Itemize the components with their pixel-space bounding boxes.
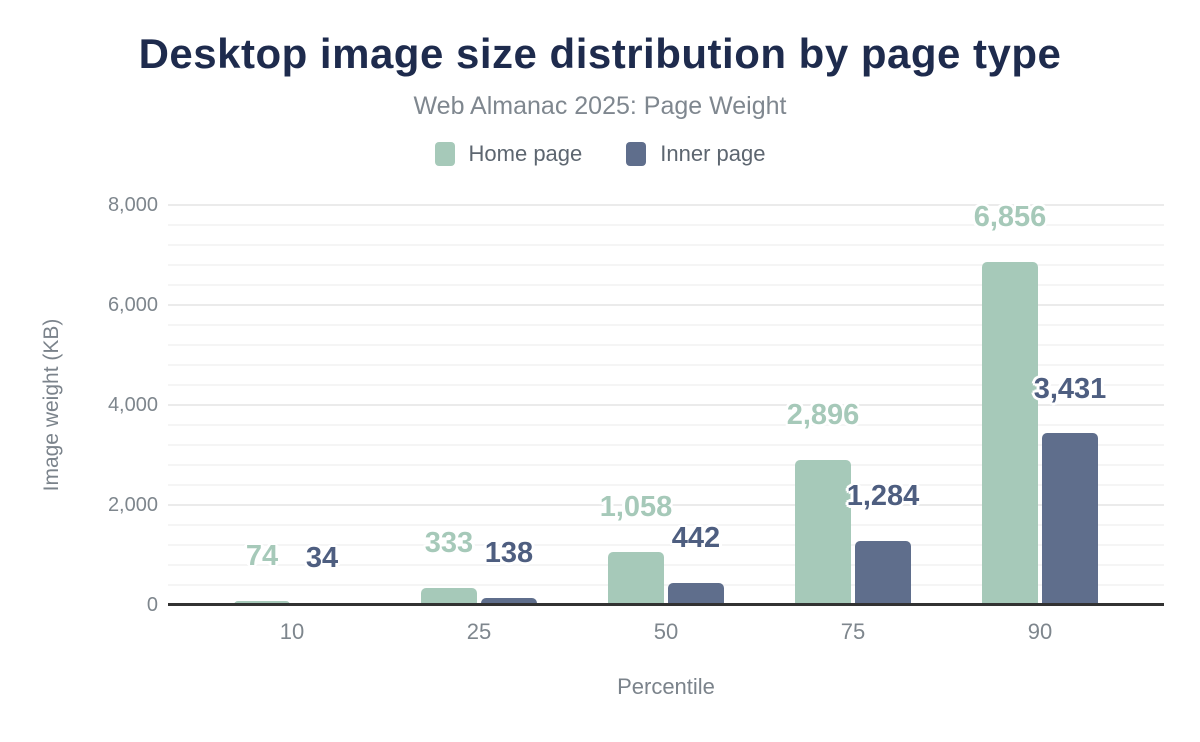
value-label-home-page-p90: 6,856	[973, 201, 1047, 234]
gridline	[168, 284, 1164, 286]
bar-group-p10: 74 34 10	[202, 205, 382, 644]
gridline	[168, 504, 1164, 506]
gridline	[168, 324, 1164, 326]
bar-group-p90: 6,856 3,431 90	[950, 201, 1130, 644]
gridline	[168, 384, 1164, 386]
bar-group-p75: 2,896 1,284 75	[763, 205, 943, 644]
home-page-swatch-icon	[434, 142, 455, 166]
chart-subtitle: Web Almanac 2025: Page Weight	[413, 92, 787, 120]
value-label-home-page-p50: 1,058	[599, 491, 673, 524]
bar-group-p50: 1,058 442 50	[576, 205, 756, 644]
bar-home-page-p90: 6,856	[974, 201, 1046, 605]
bar-inner-page-p75: 1,284	[847, 480, 919, 605]
gridline	[168, 364, 1164, 366]
x-tick-label-50: 50	[653, 619, 679, 644]
chart-title: Desktop image size distribution by page …	[138, 30, 1062, 77]
bar-group-p25: 333 138 25	[389, 205, 569, 644]
bar-inner-page-p10: 34	[294, 543, 350, 605]
x-tick-label-25: 25	[466, 619, 492, 644]
legend-item-home-page: Home page	[434, 141, 583, 167]
y-tick-label-0: 0	[146, 594, 158, 616]
value-label-home-page-p10: 74	[245, 540, 279, 573]
value-label-home-page-p25: 333	[424, 527, 474, 560]
bar-home-page-p50: 1,058	[600, 491, 672, 605]
gridline	[168, 544, 1164, 546]
y-tick-label-2,000: 2,000	[107, 494, 158, 516]
gridline	[168, 204, 1164, 206]
legend: Home page Inner page	[0, 141, 1200, 167]
bar-inner-page-p50: 442	[668, 522, 724, 605]
gridline	[168, 264, 1164, 266]
bar-inner-page-p25: 138	[481, 537, 537, 605]
bar-inner-page-p90: 3,431	[1034, 373, 1106, 605]
value-label-inner-page-p50: 442	[671, 522, 721, 555]
gridline	[168, 244, 1164, 246]
value-label-inner-page-p75: 1,284	[846, 479, 920, 512]
gridline	[168, 224, 1164, 226]
inner-page-swatch-icon	[626, 142, 647, 166]
gridline	[168, 304, 1164, 306]
value-label-inner-page-p90: 3,431	[1033, 372, 1107, 405]
bar-home-page-p75: 2,896	[787, 399, 859, 605]
gridline	[168, 464, 1164, 466]
x-tick-label-75: 75	[840, 619, 866, 644]
gridline	[168, 424, 1164, 426]
y-tick-label-6,000: 6,000	[107, 294, 158, 316]
legend-item-inner-page: Inner page	[626, 141, 765, 167]
gridline	[168, 444, 1164, 446]
value-label-inner-page-p25: 138	[484, 537, 534, 570]
bar-home-page-p10: 74	[234, 541, 290, 605]
y-tick-label-8,000: 8,000	[107, 194, 158, 216]
gridline	[168, 484, 1164, 486]
gridline	[168, 344, 1164, 346]
x-tick-label-90: 90	[1027, 619, 1053, 644]
legend-label-inner-page: Inner page	[660, 141, 766, 166]
value-label-home-page-p75: 2,896	[786, 399, 860, 432]
x-tick-label-10: 10	[279, 619, 305, 644]
gridline	[168, 584, 1164, 586]
x-axis-title: Percentile	[617, 674, 715, 699]
legend-label-home-page: Home page	[468, 141, 583, 166]
gridline	[168, 524, 1164, 526]
bar-home-page-p25: 333	[421, 528, 477, 605]
value-label-inner-page-p10: 34	[305, 542, 339, 575]
gridline	[168, 564, 1164, 566]
gridline	[168, 404, 1164, 406]
plot-area: 74 34 10 333 138 25 1,058 442 50 2,896 1,284 75 6,85…	[168, 201, 1164, 644]
y-tick-label-4,000: 4,000	[107, 394, 158, 416]
